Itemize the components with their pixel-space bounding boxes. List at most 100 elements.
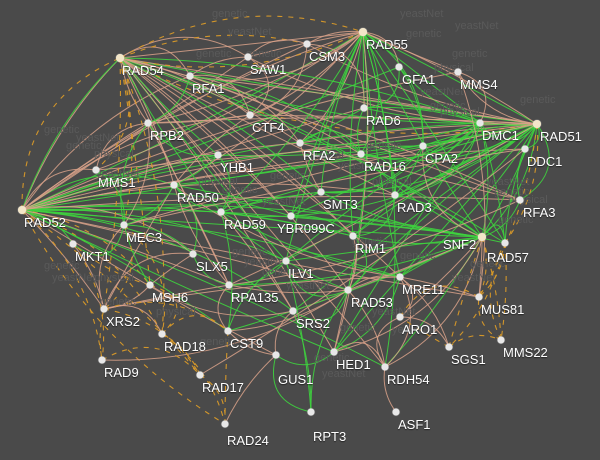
graph-node-msh6[interactable]: [146, 281, 154, 289]
graph-node-rdh54[interactable]: [381, 363, 389, 371]
graph-node-srs2[interactable]: [289, 307, 297, 315]
graph-edge-genetic: [119, 57, 481, 124]
graph-node-rad16[interactable]: [357, 150, 365, 158]
graph-edge-genetic: [275, 351, 335, 366]
graph-node-rad17[interactable]: [196, 371, 204, 379]
graph-node-yhb1[interactable]: [214, 151, 222, 159]
graph-node-rad9[interactable]: [98, 356, 106, 364]
graph-edge-genetic: [21, 209, 125, 226]
graph-edge-physical: [247, 39, 308, 58]
graph-node-ybr099c[interactable]: [287, 212, 295, 220]
graph-node-rad57[interactable]: [501, 239, 509, 247]
graph-edge-physical: [21, 209, 480, 298]
graph-edge-genetic: [285, 260, 349, 297]
graph-node-rad54[interactable]: [116, 54, 124, 62]
graph-edge-genetic: [363, 106, 481, 124]
graph-node-gus1[interactable]: [272, 351, 280, 359]
graph-node-dmc1[interactable]: [476, 119, 484, 127]
graph-node-rad24[interactable]: [221, 420, 229, 428]
graph-node-csm3[interactable]: [303, 40, 311, 48]
graph-edge-physical: [399, 276, 480, 298]
graph-edge-physical: [119, 57, 349, 291]
graph-node-ilv1[interactable]: [282, 257, 290, 265]
graph-edge-physical: [362, 31, 459, 73]
graph-edge-genetic: [21, 208, 287, 262]
graph-edge-physical: [399, 276, 414, 318]
graph-edge-physical: [189, 75, 521, 201]
graph-node-cst9[interactable]: [224, 327, 232, 335]
graph-node-slx5[interactable]: [189, 250, 197, 258]
graph-edge-physical: [306, 43, 365, 109]
graph-edge-physical: [21, 148, 526, 211]
graph-node-rad55[interactable]: [359, 28, 367, 36]
graph-edge-yeastNet: [99, 308, 105, 361]
graph-node-mec3[interactable]: [120, 221, 128, 229]
graph-node-rad53[interactable]: [344, 286, 352, 294]
graph-edge-physical: [103, 305, 163, 335]
graph-edge-yeastNet: [161, 315, 229, 335]
graph-node-ctf4[interactable]: [246, 111, 254, 119]
graph-edge-yeastNet: [103, 308, 201, 376]
graph-edge-physical: [457, 71, 486, 298]
graph-node-rpb2[interactable]: [144, 119, 152, 127]
graph-node-rfa2[interactable]: [296, 139, 304, 147]
graph-edge-physical: [384, 236, 483, 368]
graph-edge-physical: [98, 224, 125, 310]
graph-node-rad52[interactable]: [18, 206, 26, 214]
graph-node-rad59[interactable]: [217, 208, 225, 216]
graph-node-mms22[interactable]: [497, 336, 505, 344]
graph-node-cpa2[interactable]: [419, 142, 427, 150]
graph-node-rfa1[interactable]: [186, 72, 194, 80]
graph-node-rad50[interactable]: [170, 181, 178, 189]
graph-edge-yeastNet: [119, 15, 364, 59]
graph-edge-genetic: [123, 224, 194, 255]
graph-edge-physical: [119, 57, 294, 312]
graph-node-hed1[interactable]: [330, 348, 338, 356]
graph-edge-genetic: [220, 191, 322, 213]
graph-node-rad18[interactable]: [158, 330, 166, 338]
graph-node-snf2[interactable]: [478, 233, 486, 241]
graph-edge-physical: [123, 123, 538, 226]
graph-node-aro1[interactable]: [396, 313, 404, 321]
graph-node-rad51[interactable]: [533, 120, 541, 128]
graph-node-xrs2[interactable]: [100, 305, 108, 313]
graph-edge-physical: [189, 75, 301, 144]
graph-node-rim1[interactable]: [349, 232, 357, 240]
graph-edge-genetic: [320, 145, 424, 194]
graph-node-asf1[interactable]: [392, 408, 400, 416]
graph-node-mms4[interactable]: [454, 68, 462, 76]
graph-edge-physical: [103, 184, 175, 310]
graph-node-ddc1[interactable]: [521, 145, 529, 153]
graph-node-mre11[interactable]: [396, 273, 404, 281]
graph-edge-genetic: [119, 57, 506, 244]
graph-node-mus81[interactable]: [475, 293, 483, 301]
graph-edge-yeastNet: [399, 316, 450, 348]
graph-edge-genetic: [21, 209, 294, 312]
graph-edge-physical: [21, 71, 459, 211]
graph-edge-physical: [21, 209, 105, 310]
graph-edge-genetic: [21, 192, 292, 217]
graph-edge-physical: [119, 57, 301, 144]
graph-node-rad3[interactable]: [391, 191, 399, 199]
graph-node-saw1[interactable]: [244, 53, 252, 61]
graph-node-rpt3[interactable]: [307, 408, 315, 416]
graph-node-mms1[interactable]: [92, 166, 100, 174]
graph-node-rad6[interactable]: [360, 104, 368, 112]
graph-node-smt3[interactable]: [317, 188, 325, 196]
graph-edge-genetic: [363, 66, 400, 109]
graph-node-mkt1[interactable]: [69, 240, 77, 248]
graph-edge-genetic: [362, 31, 483, 238]
graph-edge-physical: [123, 148, 526, 226]
graph-node-rpa135[interactable]: [225, 281, 233, 289]
graph-edge-physical: [347, 289, 386, 368]
graph-edge-genetic: [398, 66, 538, 126]
graph-node-rfa3[interactable]: [516, 196, 524, 204]
graph-edge-physical: [306, 43, 538, 125]
graph-edge-physical: [249, 31, 364, 116]
graph-node-gfa1[interactable]: [395, 63, 403, 71]
graph-node-sgs1[interactable]: [445, 343, 453, 351]
graph-edge-physical: [399, 276, 450, 348]
graph-edge-genetic: [504, 123, 538, 244]
graph-edge-genetic: [147, 122, 219, 157]
